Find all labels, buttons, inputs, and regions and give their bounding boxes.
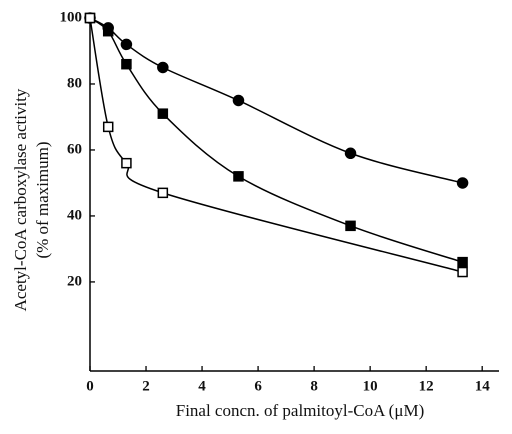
y-axis-label: (% of maximum) (33, 141, 52, 258)
point (121, 157, 132, 169)
point (120, 38, 133, 51)
point (456, 177, 469, 189)
x-tick-label: 14 (475, 378, 491, 394)
x-axis-label: Final concn. of palmitoyl-CoA (μM) (176, 401, 425, 420)
x-tick-label: 12 (419, 378, 434, 394)
point (157, 61, 169, 74)
point (121, 58, 132, 70)
point (157, 108, 169, 119)
x-tick-label: 8 (310, 378, 318, 394)
point (457, 256, 468, 268)
y-tick-label: 40 (67, 207, 82, 223)
point (344, 147, 357, 160)
y-axis-label: Acetyl-CoA carboxylase activity (11, 88, 30, 311)
point (157, 187, 169, 199)
point (232, 94, 245, 107)
x-tick-label: 6 (254, 378, 262, 394)
y-tick-label: 80 (67, 75, 82, 91)
point (102, 25, 114, 37)
y-tick-label: 60 (67, 141, 82, 157)
y-tick-label: 20 (67, 273, 82, 289)
x-tick-label: 2 (142, 378, 150, 394)
point (102, 121, 114, 133)
fit-curve (89, 17, 463, 263)
x-tick-label: 4 (198, 378, 206, 394)
point (233, 171, 244, 182)
x-tick-label: 0 (86, 378, 94, 394)
point (345, 220, 356, 232)
fit-curve (89, 17, 463, 184)
x-tick-label: 10 (363, 378, 378, 394)
y-tick-label: 100 (60, 9, 83, 25)
point (84, 12, 96, 24)
fit-curve (89, 17, 463, 273)
point (457, 266, 468, 278)
